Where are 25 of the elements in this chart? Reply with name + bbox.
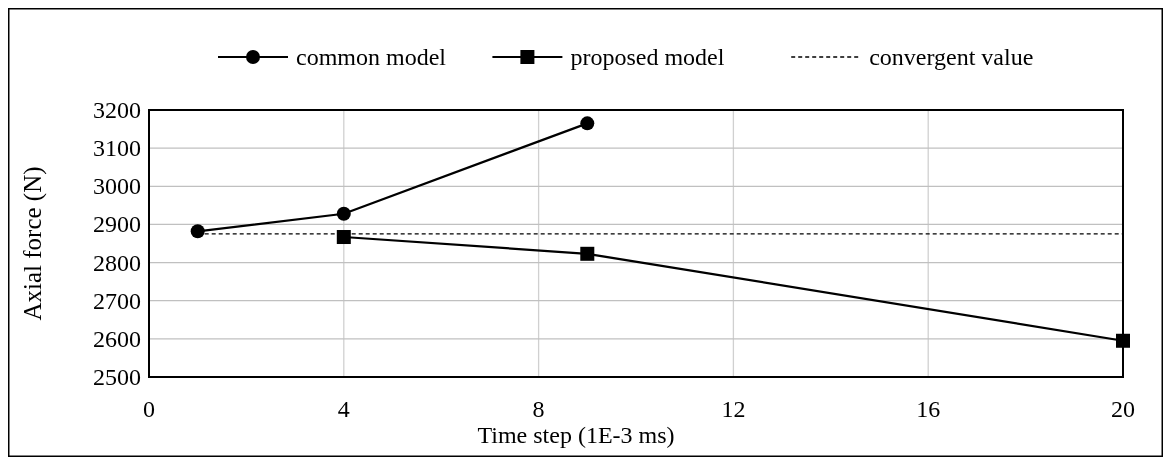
point — [580, 246, 595, 261]
y-axis-title: Axial force (N) — [19, 166, 47, 321]
x-tick-label: 12 — [721, 396, 746, 422]
y-tick-label: 3100 — [93, 135, 141, 162]
point — [190, 224, 205, 239]
point — [336, 230, 351, 245]
point — [1116, 333, 1130, 348]
x-tick-label: 0 — [143, 396, 155, 422]
y-tick-label: 3000 — [93, 173, 141, 200]
x-tick-label: 16 — [916, 396, 941, 422]
legend-label: convergent value — [869, 44, 1034, 70]
x-tick-label: 4 — [337, 396, 350, 422]
y-tick-label: 3200 — [93, 97, 141, 123]
legend-label: common model — [296, 44, 447, 70]
x-axis-title: Time step (1E-3 ms) — [477, 422, 675, 448]
y-tick-label: 2900 — [93, 211, 141, 238]
y-tick-label: 2800 — [93, 249, 141, 276]
y-tick-label: 2600 — [93, 325, 141, 352]
point — [336, 206, 351, 221]
y-tick-label: 2500 — [93, 364, 141, 390]
legend-label: proposed model — [570, 44, 725, 70]
y-tick-label: 2700 — [93, 287, 141, 314]
x-tick-label: 20 — [1111, 396, 1135, 422]
point — [580, 116, 595, 131]
x-tick-label: 8 — [532, 396, 545, 422]
